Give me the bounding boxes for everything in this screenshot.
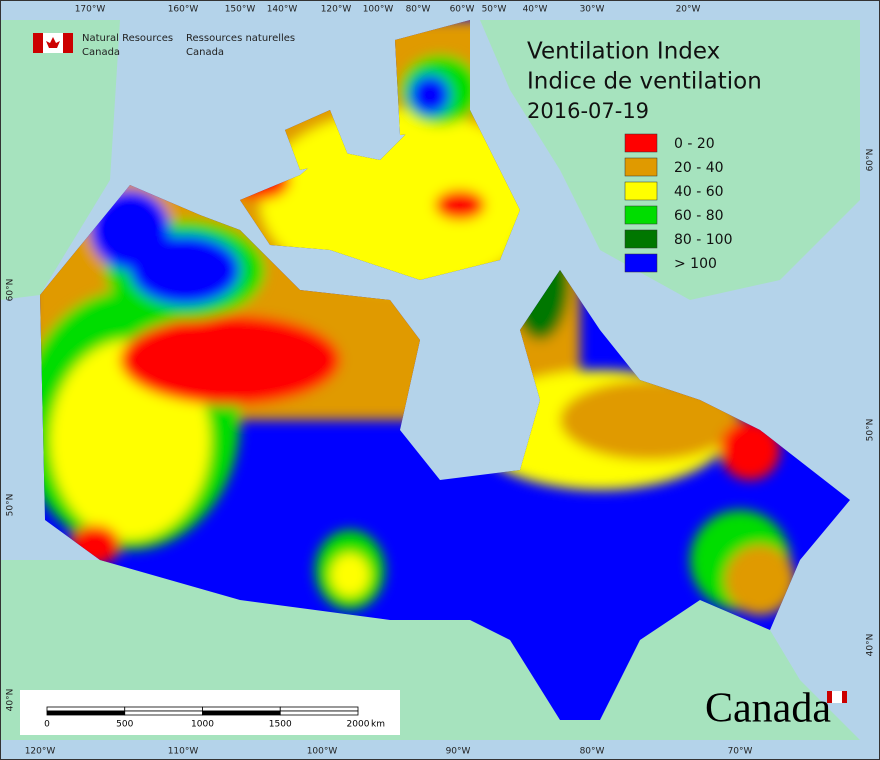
graticule-label: 150°W — [225, 5, 256, 15]
title-line: Ventilation Index — [527, 39, 720, 65]
legend-swatch — [624, 253, 658, 273]
scale-segment — [202, 710, 281, 716]
graticule-label: 40°W — [523, 5, 548, 15]
legend-swatch — [624, 133, 658, 153]
org-en: Natural Resources — [82, 33, 173, 44]
scale-segment — [279, 710, 359, 716]
graticule-label: 90°W — [446, 747, 471, 757]
graticule-label: 50°N — [866, 419, 876, 442]
graticule-label: 20°W — [676, 5, 701, 15]
scale-segment — [46, 706, 126, 712]
graticule-label: 40°N — [866, 634, 876, 657]
scale-segment — [202, 706, 281, 712]
graticule-label: 170°W — [75, 5, 106, 15]
org-en: Canada — [82, 47, 120, 58]
graticule-label: 70°W — [728, 747, 753, 757]
legend-swatch — [624, 205, 658, 225]
legend-label: > 100 — [674, 256, 717, 272]
graticule-label: 60°N — [866, 149, 876, 172]
scale-segment — [46, 710, 126, 716]
scale-label: 500 — [116, 720, 133, 730]
graticule-label: 80°W — [406, 5, 431, 15]
wordmark-flag-center — [832, 691, 842, 703]
graticule-label: 120°W — [321, 5, 352, 15]
scale-segment — [279, 706, 359, 712]
scale-segment — [124, 710, 203, 716]
legend-label: 60 - 80 — [674, 208, 724, 224]
graticule-label: 60°W — [450, 5, 475, 15]
graticule-label: 160°W — [168, 5, 199, 15]
legend-swatch — [624, 157, 658, 177]
graticule-label: 40°N — [6, 689, 16, 712]
title-line: Indice de ventilation — [527, 69, 762, 95]
graticule-label: 50°N — [6, 494, 16, 517]
title-line: 2016-07-19 — [527, 99, 649, 123]
graticule-label: 110°W — [168, 747, 199, 757]
overlay: Natural Resources Canada Ressources nature… — [6, 5, 876, 757]
graticule-label: 120°W — [25, 747, 56, 757]
org-fr: Ressources naturelles — [186, 33, 295, 44]
scale-label: 2000 — [347, 720, 370, 730]
graticule-label: 140°W — [267, 5, 298, 15]
greenland — [480, 20, 860, 300]
alaska — [0, 20, 120, 300]
graticule-label: 80°W — [580, 747, 605, 757]
scale-unit: km — [371, 720, 385, 730]
legend-label: 0 - 20 — [674, 136, 715, 152]
graticule-label: 100°W — [307, 747, 338, 757]
legend-label: 20 - 40 — [674, 160, 724, 176]
scale-label: 1000 — [191, 720, 214, 730]
legend-swatch — [624, 181, 658, 201]
scale-segment — [124, 706, 203, 712]
org-fr: Canada — [186, 47, 224, 58]
scale-label: 1500 — [269, 720, 292, 730]
legend-swatch — [624, 229, 658, 249]
scale-label: 0 — [44, 720, 50, 730]
legend-label: 80 - 100 — [674, 232, 733, 248]
wordmark: Canada — [705, 686, 831, 732]
graticule-label: 100°W — [363, 5, 394, 15]
graticule-label: 30°W — [580, 5, 605, 15]
legend-label: 40 - 60 — [674, 184, 724, 200]
graticule-label: 60°N — [6, 279, 16, 302]
graticule-label: 50°W — [482, 5, 507, 15]
nrcan-flag — [33, 33, 73, 53]
